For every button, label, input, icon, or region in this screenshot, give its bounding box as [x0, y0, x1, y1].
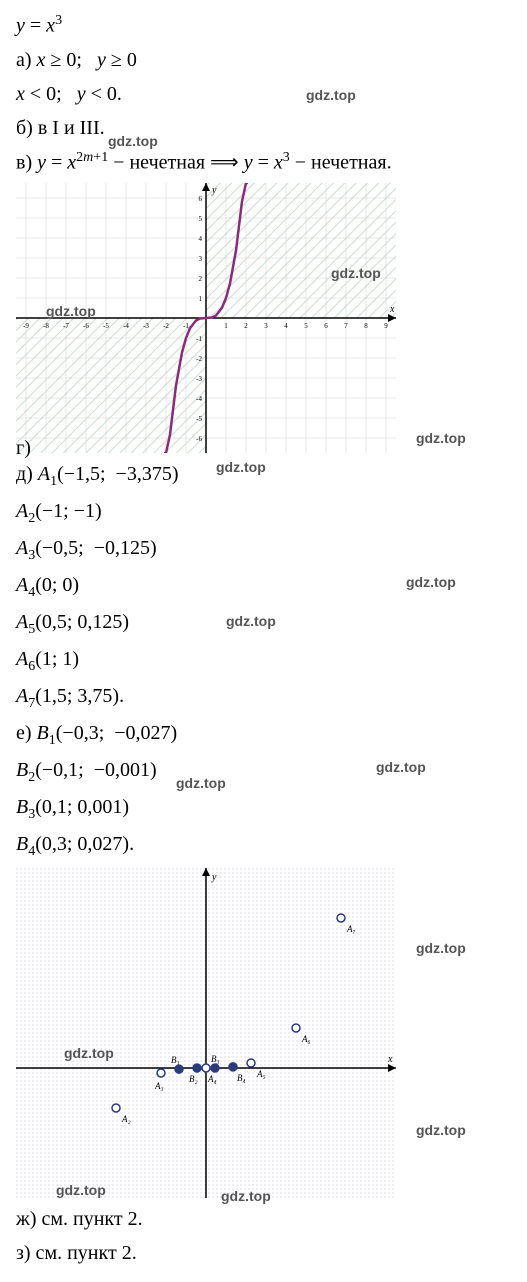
svg-text:y: y [211, 872, 217, 883]
svg-text:-5: -5 [196, 415, 202, 423]
svg-text:-5: -5 [103, 322, 109, 330]
svg-text:1: 1 [224, 322, 228, 330]
svg-text:-3: -3 [196, 375, 202, 383]
svg-text:3: 3 [264, 322, 268, 330]
line-A5: A5(0,5; 0,125) gdz.top [16, 607, 527, 640]
svg-text:-7: -7 [63, 322, 69, 330]
line-B4: B4(0,3; 0,027). [16, 829, 527, 862]
svg-text:-2: -2 [196, 355, 202, 363]
svg-text:9: 9 [384, 322, 388, 330]
line-A3: A3(−0,5; −0,125) [16, 533, 527, 566]
watermark-11: gdz.top [416, 938, 466, 959]
svg-text:A₇: A₇ [346, 924, 356, 934]
svg-text:y: y [211, 185, 217, 196]
svg-text:A₆: A₆ [301, 1034, 311, 1044]
watermark-15: gdz.top [221, 1186, 271, 1207]
watermark-2: gdz.top [108, 131, 158, 152]
svg-text:-6: -6 [83, 322, 89, 330]
scatter-graph: xyA₁A₂A₃A₄A₅A₆A₇B₁B₂B₃B₄ [16, 868, 396, 1198]
watermark-13: gdz.top [416, 1120, 466, 1141]
svg-text:3: 3 [199, 255, 203, 263]
svg-text:7: 7 [344, 322, 348, 330]
watermark-8: gdz.top [226, 611, 276, 632]
watermark-12: gdz.top [64, 1043, 114, 1064]
watermark-14: gdz.top [56, 1180, 106, 1201]
svg-text:8: 8 [364, 322, 368, 330]
svg-text:-1: -1 [196, 335, 202, 343]
svg-text:A₃: A₃ [154, 1081, 164, 1091]
svg-text:-6: -6 [196, 435, 202, 443]
svg-text:x: x [389, 304, 395, 315]
line-B3: B3(0,1; 0,001) [16, 792, 527, 825]
watermark-5: gdz.top [416, 428, 466, 449]
line-A7: A7(1,5; 3,75). [16, 681, 527, 714]
line-a2: x < 0; y < 0. gdz.top [16, 79, 527, 109]
text-b: б) в I и III. [16, 117, 105, 139]
line-b: б) в I и III. gdz.top [16, 113, 527, 143]
svg-text:-9: -9 [23, 322, 29, 330]
svg-text:2: 2 [199, 275, 203, 283]
watermark-9: gdz.top [376, 757, 426, 778]
line-e-B1: е) B1(−0,3; −0,027) [16, 718, 527, 751]
svg-text:5: 5 [304, 322, 308, 330]
line-B2: B2(−0,1; −0,001) gdz.top gdz.top [16, 755, 527, 788]
line-a: а) x ≥ 0; y ≥ 0 [16, 45, 527, 75]
svg-text:-4: -4 [123, 322, 129, 330]
line-A4: A4(0; 0) gdz.top [16, 570, 527, 603]
svg-text:-3: -3 [143, 322, 149, 330]
svg-text:B₁: B₁ [171, 1055, 180, 1065]
svg-text:6: 6 [199, 195, 203, 203]
svg-text:-2: -2 [163, 322, 169, 330]
label-c: в) [16, 151, 32, 173]
svg-text:B₂: B₂ [189, 1074, 198, 1084]
watermark-6: gdz.top [216, 457, 266, 478]
label-e: е) [16, 722, 32, 744]
svg-text:A₅: A₅ [256, 1069, 266, 1079]
line-A6: A6(1; 1) [16, 644, 527, 677]
line-A2: A2(−1; −1) [16, 496, 527, 529]
svg-text:x: x [387, 1054, 393, 1065]
line-d-A1: д) A1(−1,5; −3,375) gdz.top [16, 459, 527, 492]
eq-y: y [16, 15, 25, 37]
svg-text:4: 4 [199, 235, 203, 243]
equation-line: y = x3 [16, 10, 527, 41]
watermark-4: gdz.top [46, 301, 96, 322]
watermark-1: gdz.top [306, 85, 356, 106]
svg-text:1: 1 [199, 295, 203, 303]
line-zh: ж) см. пункт 2. [16, 1204, 527, 1234]
svg-text:-8: -8 [43, 322, 49, 330]
watermark-3: gdz.top [331, 263, 381, 284]
eq-x: x [46, 15, 55, 37]
eq-exp: 3 [55, 13, 62, 28]
svg-text:5: 5 [199, 215, 203, 223]
svg-text:-4: -4 [196, 395, 202, 403]
watermark-7: gdz.top [406, 572, 456, 593]
line-c: в) y = x2m+1 − нечетная ⟹ y = x3 − нечет… [16, 147, 527, 178]
exp-2m1: 2m+1 [76, 150, 108, 165]
svg-text:B₃: B₃ [211, 1054, 220, 1064]
label-a: а) [16, 49, 32, 71]
svg-text:6: 6 [324, 322, 328, 330]
svg-text:4: 4 [284, 322, 288, 330]
chart-2-container: xyA₁A₂A₃A₄A₅A₆A₇B₁B₂B₃B₄ gdz.top gdz.top… [16, 868, 527, 1198]
svg-text:2: 2 [244, 322, 248, 330]
svg-text:A₂: A₂ [121, 1114, 131, 1124]
label-d: д) [16, 463, 33, 485]
line-z: з) см. пункт 2. [16, 1238, 527, 1268]
watermark-10: gdz.top [176, 773, 226, 794]
svg-text:B₄: B₄ [237, 1073, 246, 1083]
svg-text:A₄: A₄ [207, 1074, 217, 1084]
chart-1-container: -9-8-7-6-5-4-3-2-1123456789-6-5-4-3-2-11… [16, 183, 527, 453]
